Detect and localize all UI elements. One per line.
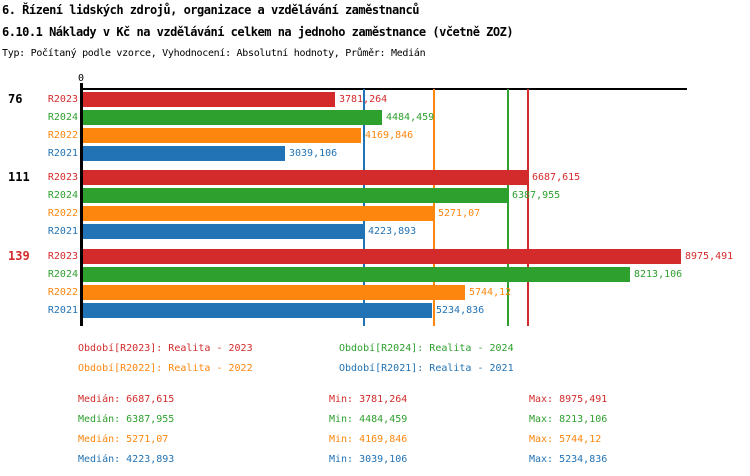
legend-item-r2022: Období[R2022]: Realita - 2022 [78, 363, 253, 374]
bar-value-r2024: 8213,106 [634, 269, 683, 280]
legend-item-r2024: Období[R2024]: Realita - 2024 [339, 343, 514, 354]
bar-value-r2021: 5234,836 [436, 305, 485, 316]
group-label-111: 111 [8, 170, 30, 184]
bar-label-r2021: R2021 [47, 226, 78, 237]
bar-label-r2023: R2023 [47, 251, 78, 262]
bar-value-r2023: 6687,615 [532, 172, 581, 183]
bar-label-r2022: R2022 [47, 130, 78, 141]
bar-label-r2021: R2021 [47, 148, 78, 159]
bar-label-r2023: R2023 [47, 172, 78, 183]
bar-label-r2022: R2022 [47, 287, 78, 298]
legend-item-r2021: Období[R2021]: Realita - 2021 [339, 363, 514, 374]
bar-label-r2024: R2024 [47, 190, 78, 201]
chart-title: 6.10.1 Náklady v Kč na vzdělávání celkem… [2, 25, 514, 39]
bar-label-r2024: R2024 [47, 112, 78, 123]
median-line-r2024 [507, 89, 510, 326]
value-axis-top-line [82, 88, 687, 90]
bar-r2022 [83, 206, 434, 221]
bar-value-r2021: 4223,893 [368, 226, 417, 237]
group-label-76: 76 [8, 92, 23, 106]
group-label-139: 139 [8, 249, 30, 263]
stat-median-r2022: Medián: 5271,07 [78, 434, 169, 445]
stat-max-r2023: Max: 8975,491 [529, 394, 608, 405]
bar-r2021 [83, 303, 432, 318]
bar-value-r2024: 4484,459 [386, 112, 435, 123]
report-section-title: 6. Řízení lidských zdrojů, organizace a … [2, 3, 419, 17]
bar-label-r2023: R2023 [47, 94, 78, 105]
bar-label-r2022: R2022 [47, 208, 78, 219]
stat-median-r2024: Medián: 6387,955 [78, 414, 175, 425]
bar-r2021 [83, 224, 364, 239]
stat-max-r2022: Max: 5744,12 [529, 434, 602, 445]
median-line-r2023 [527, 89, 530, 326]
category-axis-line [80, 83, 83, 326]
bar-label-r2021: R2021 [47, 305, 78, 316]
bar-value-r2021: 3039,106 [289, 148, 338, 159]
value-axis-origin-label: 0 [77, 73, 85, 84]
bar-value-r2023: 3781,264 [339, 94, 388, 105]
bar-r2022 [83, 128, 361, 143]
bar-value-r2022: 5744,12 [469, 287, 512, 298]
bar-r2022 [83, 285, 465, 300]
stat-max-r2021: Max: 5234,836 [529, 454, 608, 465]
bar-label-r2024: R2024 [47, 269, 78, 280]
chart-meta: Typ: Počítaný podle vzorce, Vyhodnocení:… [2, 48, 426, 59]
stat-min-r2024: Min: 4484,459 [329, 414, 408, 425]
bar-r2021 [83, 146, 285, 161]
bar-r2023 [83, 92, 335, 107]
stat-median-r2021: Medián: 4223,893 [78, 454, 175, 465]
bar-r2023 [83, 249, 681, 264]
legend-item-r2023: Období[R2023]: Realita - 2023 [78, 343, 253, 354]
bar-r2024 [83, 110, 382, 125]
stat-min-r2022: Min: 4169,846 [329, 434, 408, 445]
bar-value-r2022: 5271,07 [438, 208, 481, 219]
bar-value-r2022: 4169,846 [365, 130, 414, 141]
bar-value-r2024: 6387,955 [512, 190, 561, 201]
bar-r2024 [83, 267, 630, 282]
stat-median-r2023: Medián: 6687,615 [78, 394, 175, 405]
stat-max-r2024: Max: 8213,106 [529, 414, 608, 425]
stat-min-r2023: Min: 3781,264 [329, 394, 408, 405]
bar-r2024 [83, 188, 508, 203]
bar-value-r2023: 8975,491 [685, 251, 734, 262]
stat-min-r2021: Min: 3039,106 [329, 454, 408, 465]
bar-r2023 [83, 170, 528, 185]
